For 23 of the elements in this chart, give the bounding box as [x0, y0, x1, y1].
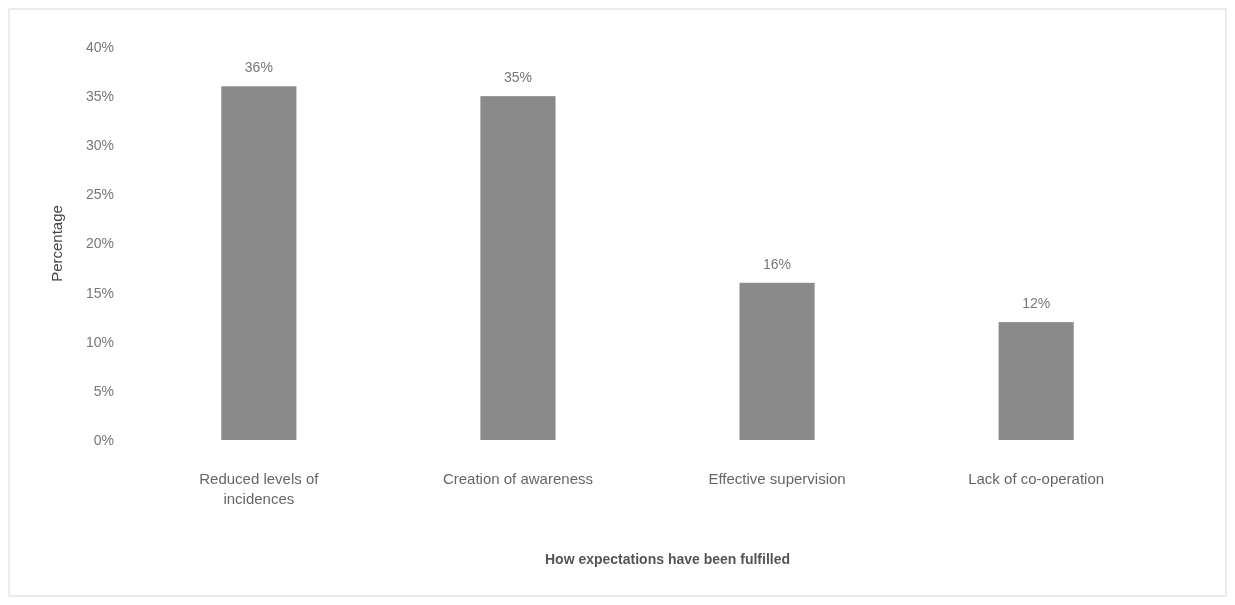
y-axis-title: Percentage [48, 205, 65, 282]
y-tick-label: 0% [93, 431, 114, 448]
x-tick-label: Effective supervision [708, 470, 846, 487]
y-tick-label: 30% [85, 137, 114, 154]
y-tick-label: 15% [85, 284, 114, 301]
x-tick-label: Lack of co-operation [968, 470, 1105, 487]
y-tick-label: 40% [85, 38, 114, 55]
data-label: 35% [503, 69, 532, 86]
bar [998, 322, 1074, 440]
data-label: 12% [1022, 295, 1051, 312]
data-label: 36% [244, 59, 273, 76]
x-tick-label: Reduced levels of incidences [199, 470, 320, 507]
bar [221, 86, 297, 440]
y-tick-label: 5% [93, 382, 114, 399]
x-axis-title: How expectations have been fulfilled [544, 551, 791, 567]
x-tick-label: Creation of awareness [442, 470, 593, 487]
y-tick-label: 35% [85, 88, 114, 105]
bar [739, 282, 815, 440]
y-tick-label: 20% [85, 235, 114, 252]
y-tick-label: 10% [85, 333, 114, 350]
bar [480, 96, 556, 440]
data-label: 16% [763, 255, 792, 272]
y-tick-label: 25% [85, 186, 114, 203]
